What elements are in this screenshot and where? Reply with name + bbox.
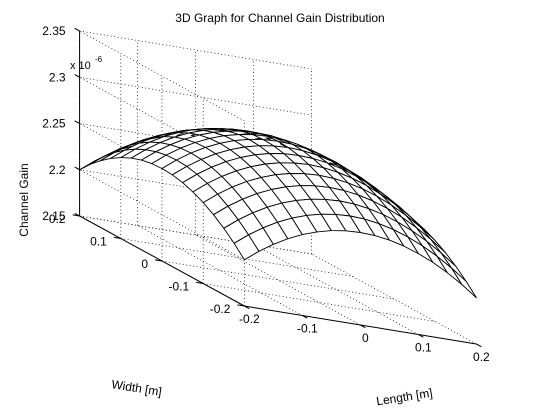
- z-tick-label: 2.2: [49, 163, 66, 177]
- grid-line: [203, 283, 436, 322]
- z-tick-label: 2.15: [42, 209, 66, 223]
- y-tick-mark: [154, 259, 163, 262]
- x-tick-mark: [244, 305, 250, 310]
- x-tick-mark: [302, 315, 308, 319]
- z-tick-mark: [74, 120, 80, 124]
- mesh-cell: [451, 267, 477, 299]
- tick-labels: 2.15 2.2 2.25 2.3 2.35 -0.2 -0.1 0 0.1 0.2 -0.2 -0.…: [42, 24, 490, 364]
- grid-line: [161, 260, 395, 300]
- z-tick-mark: [74, 166, 80, 171]
- z-tick-label: 2.25: [42, 117, 66, 131]
- chart-title: 3D Graph for Channel Gain Distribution: [175, 11, 384, 25]
- y-tick-mark: [196, 281, 204, 284]
- grid-line: [79, 215, 312, 255]
- x-tick-label: 0.1: [415, 341, 432, 355]
- x-axis-label: Length [m]: [375, 386, 433, 409]
- x-tick-mark: [418, 334, 424, 338]
- y-tick-mark: [237, 304, 245, 307]
- y-tick-mark: [113, 236, 121, 239]
- x-tick-label: 0: [362, 331, 369, 345]
- x-tick-mark: [476, 343, 482, 348]
- x-tick-mark: [360, 324, 366, 329]
- z-tick-label: 2.3: [49, 70, 66, 84]
- z-exponent-base: x 10: [70, 60, 91, 72]
- y-tick-label: 0.2: [49, 212, 66, 226]
- y-tick-label: 0.1: [90, 235, 107, 249]
- z-tick-label: 2.35: [42, 24, 66, 38]
- z-tick-mark: [74, 27, 80, 32]
- x-tick-label: -0.2: [239, 312, 260, 326]
- y-tick-label: -0.1: [169, 280, 190, 294]
- grid-line: [79, 169, 312, 209]
- z-exponent-power: -6: [95, 55, 103, 64]
- axes: [72, 27, 482, 348]
- grid-line: [79, 30, 245, 122]
- z-tick-mark: [74, 74, 80, 78]
- grid-line: [79, 76, 312, 116]
- y-axis-label: Width [m]: [111, 377, 163, 399]
- y-tick-label: 0: [141, 257, 148, 271]
- grid-line: [79, 123, 312, 162]
- y-tick-label: -0.2: [210, 302, 231, 316]
- z-axis-label: Channel Gain: [17, 163, 31, 236]
- z-tick-mark: [74, 212, 80, 217]
- surface-mesh: [79, 128, 477, 299]
- grid-line: [120, 238, 353, 277]
- x-tick-label: 0.2: [473, 350, 490, 364]
- x-tick-label: -0.1: [297, 322, 318, 336]
- grid-line: [79, 30, 312, 70]
